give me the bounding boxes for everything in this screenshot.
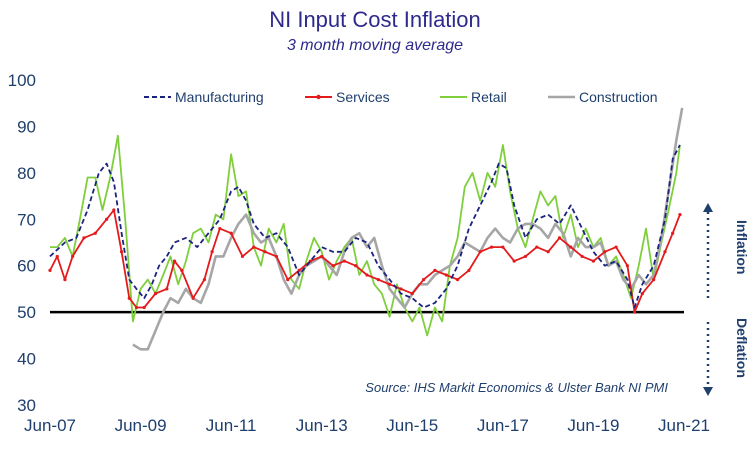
- legend-label-manufacturing: Manufacturing: [175, 89, 264, 105]
- services-point: [410, 291, 414, 296]
- services-point: [229, 231, 233, 235]
- services-point: [354, 264, 358, 268]
- legend-label-construction: Construction: [579, 89, 658, 105]
- services-point: [433, 268, 437, 272]
- arrow-up-icon: [703, 203, 713, 212]
- legend-marker-services: [316, 94, 321, 100]
- services-point: [263, 250, 267, 254]
- legend: Manufacturing Services Retail Construction: [144, 89, 658, 105]
- services-point: [252, 245, 256, 249]
- services-point: [274, 254, 279, 259]
- services-point: [399, 287, 403, 291]
- services-point: [240, 254, 245, 259]
- services-point: [455, 278, 460, 282]
- services-point: [191, 296, 195, 300]
- services-point: [557, 236, 562, 240]
- y-axis: 30 40 50 60 70 80 90 100: [8, 71, 36, 415]
- services-point: [512, 259, 516, 263]
- y-tick-label: 40: [17, 350, 36, 369]
- chart-title: NI Input Cost Inflation: [269, 7, 481, 32]
- series-line-construction: [132, 107, 684, 351]
- chart-subtitle: 3 month moving average: [287, 37, 463, 54]
- services-point: [478, 250, 482, 254]
- services-point: [105, 217, 109, 221]
- services-point: [71, 254, 75, 259]
- services-point: [678, 213, 682, 217]
- services-point: [663, 250, 667, 254]
- series-line-retail: [50, 134, 681, 337]
- x-axis: Jun-07 Jun-09 Jun-11 Jun-13 Jun-15 Jun-17 Jun-…: [24, 416, 710, 435]
- services-point: [180, 268, 184, 272]
- deflation-label: Deflation: [734, 318, 750, 378]
- inflation-indicator: Inflation: [703, 203, 750, 298]
- x-tick-label: Jun-17: [477, 416, 529, 435]
- services-point: [202, 278, 207, 282]
- services-point: [671, 231, 675, 235]
- services-point: [320, 254, 324, 259]
- y-tick-label: 80: [17, 164, 36, 183]
- services-point: [603, 250, 607, 254]
- deflation-indicator: Deflation: [703, 318, 750, 396]
- services-point: [422, 278, 426, 282]
- services-point: [93, 231, 97, 235]
- services-point: [127, 296, 131, 300]
- services-point: [489, 245, 494, 249]
- x-tick-label: Jun-07: [24, 416, 76, 435]
- services-point: [444, 273, 448, 277]
- legend-label-retail: Retail: [471, 89, 507, 105]
- services-point: [142, 305, 146, 310]
- services-point: [119, 250, 124, 254]
- services-point: [580, 254, 584, 259]
- services-point: [614, 245, 618, 249]
- x-tick-label: Jun-09: [115, 416, 167, 435]
- services-point: [342, 259, 346, 263]
- x-tick-label: Jun-11: [206, 416, 257, 435]
- services-point: [365, 273, 369, 277]
- x-tick-label: Jun-19: [567, 416, 619, 435]
- services-point: [210, 250, 214, 254]
- y-tick-label: 60: [17, 257, 36, 276]
- series-line-manufacturing: [49, 144, 681, 309]
- x-tick-label: Jun-15: [386, 416, 438, 435]
- services-point: [48, 268, 52, 272]
- y-tick-label: 100: [8, 71, 36, 90]
- services-point: [535, 245, 539, 249]
- services-point: [569, 245, 573, 249]
- services-point: [523, 254, 528, 259]
- plot-area: [48, 107, 684, 351]
- y-tick-label: 90: [17, 117, 36, 136]
- y-tick-label: 70: [17, 210, 36, 229]
- services-point: [218, 226, 222, 231]
- services-point: [82, 236, 86, 240]
- services-point: [388, 282, 392, 286]
- services-point: [546, 250, 550, 254]
- services-point: [633, 310, 637, 314]
- services-point: [652, 278, 656, 282]
- arrow-down-icon: [703, 387, 713, 396]
- services-point: [331, 264, 335, 268]
- services-point: [153, 291, 158, 296]
- services-point: [591, 259, 596, 263]
- source-note: Source: IHS Markit Economics & Ulster Ba…: [365, 380, 668, 395]
- legend-label-services: Services: [336, 89, 390, 105]
- services-point: [376, 278, 380, 282]
- inflation-label: Inflation: [734, 220, 750, 274]
- x-tick-label: Jun-21: [658, 416, 710, 435]
- services-point: [640, 291, 644, 296]
- services-point: [286, 278, 290, 282]
- y-tick-label: 50: [17, 303, 36, 322]
- services-point: [165, 287, 169, 291]
- services-point: [63, 278, 67, 282]
- services-point: [172, 259, 177, 263]
- services-point: [625, 264, 629, 268]
- services-point: [134, 305, 139, 310]
- services-point: [112, 208, 116, 212]
- x-tick-label: Jun-13: [296, 416, 348, 435]
- services-point: [55, 254, 59, 259]
- services-point: [467, 268, 471, 272]
- y-tick-label: 30: [17, 396, 36, 415]
- services-point: [501, 245, 505, 249]
